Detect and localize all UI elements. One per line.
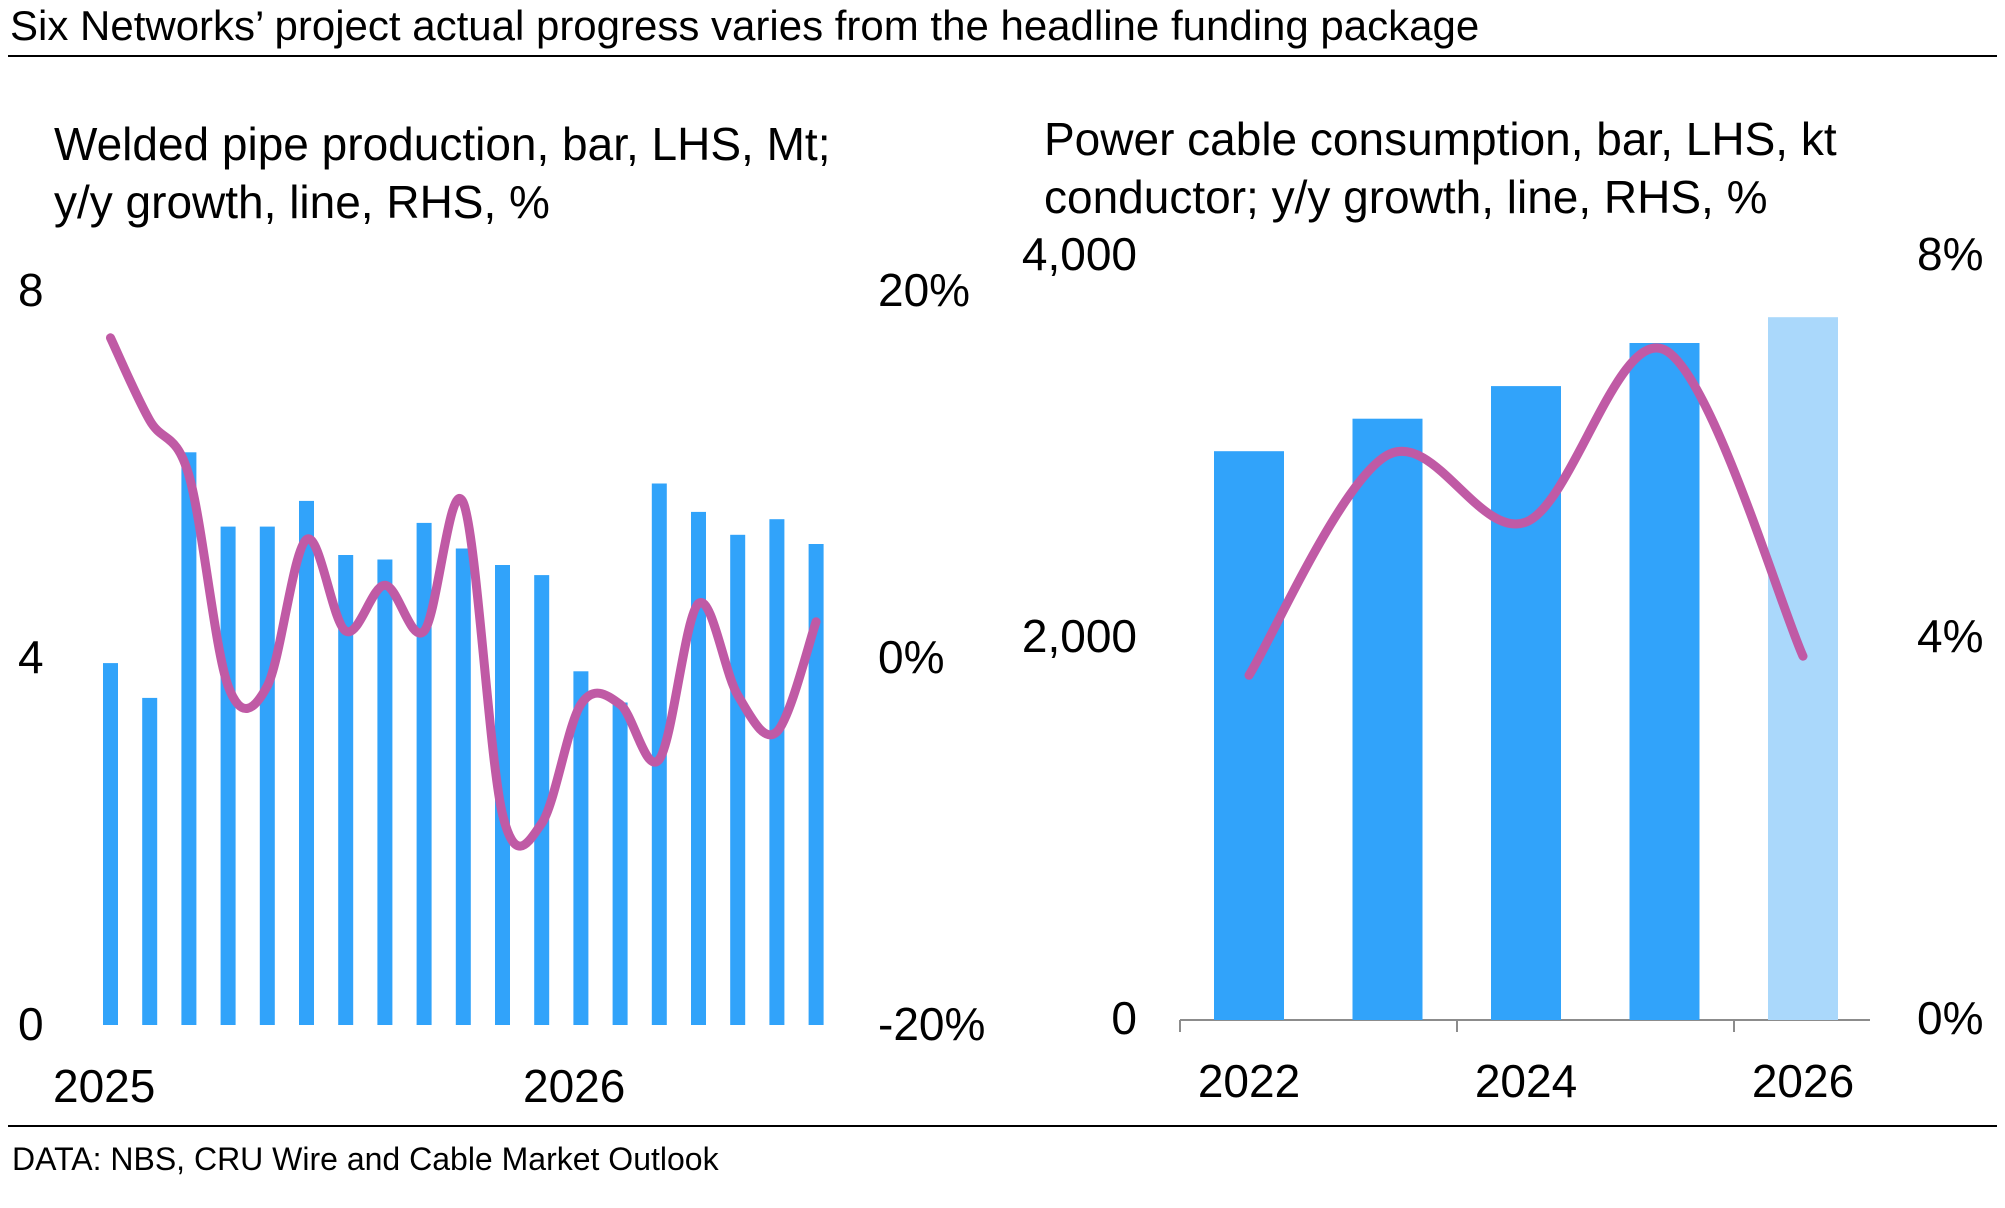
right-growth-line [1244,343,1808,680]
right-x-tick-label: 2024 [1475,1055,1577,1107]
left-bar [769,519,785,1025]
left-chart-title-line-2: y/y growth, line, RHS, % [54,176,550,228]
source-note: DATA: NBS, CRU Wire and Cable Market Out… [12,1141,720,1177]
right-chart-title-line-2: conductor; y/y growth, line, RHS, % [1044,171,1768,223]
left-bar [455,548,471,1025]
left-bar [573,671,589,1025]
left-bar [103,663,118,1025]
right-chart-title-line-1: Power cable consumption, bar, LHS, kt [1044,113,1837,165]
left-x-tick-label: 2025 [53,1060,155,1112]
left-y2-tick-label: 20% [878,264,970,316]
left-chart: Welded pipe production, bar, LHS, Mt; y/… [18,118,985,1112]
left-bars [103,452,824,1025]
right-bar [1629,343,1700,1020]
right-y2-tick-label: 4% [1917,610,1983,662]
left-bar [612,702,628,1025]
left-chart-title: Welded pipe production, bar, LHS, Mt; y/… [54,118,843,228]
left-bar [534,575,550,1025]
right-y2-tick-label: 0% [1917,992,1983,1044]
left-y-tick-label: 4 [18,631,44,683]
left-line-layer [106,333,821,851]
right-bar-forecast [1768,317,1838,1020]
left-bar [299,500,314,1025]
right-line-layer [1244,343,1808,680]
left-bar [220,526,236,1025]
left-bar [691,511,706,1025]
left-growth-line [106,333,821,851]
left-y-tick-label: 8 [18,264,44,316]
left-bar [259,526,275,1025]
left-bar [808,544,824,1025]
right-x-tick-label: 2026 [1752,1055,1854,1107]
right-bar [1214,451,1284,1020]
left-bar [142,697,158,1025]
right-y-tick-label: 2,000 [1022,610,1137,662]
left-bar [338,555,354,1025]
right-y2-tick-label: 8% [1917,228,1983,280]
left-chart-title-line-1: Welded pipe production, bar, LHS, Mt; [54,118,830,170]
right-chart: Power cable consumption, bar, LHS, kt co… [1022,113,1984,1107]
right-bars [1214,317,1838,1021]
left-y2-tick-label: 0% [878,631,944,683]
right-bar [1352,418,1423,1020]
right-y-tick-label: 4,000 [1022,228,1137,280]
left-bar [377,559,393,1025]
figure-title: Six Networks’ project actual progress va… [10,2,1479,49]
left-bar [181,452,197,1025]
right-chart-title: Power cable consumption, bar, LHS, kt co… [1044,113,1849,223]
right-bar [1491,386,1561,1021]
left-x-tick-label: 2026 [523,1060,625,1112]
left-y2-tick-label: -20% [878,998,985,1050]
right-y-tick-label: 0 [1111,992,1137,1044]
left-bar [416,522,432,1025]
right-x-tick-label: 2022 [1198,1055,1300,1107]
left-y-tick-label: 0 [18,998,44,1050]
left-bar [730,534,746,1025]
